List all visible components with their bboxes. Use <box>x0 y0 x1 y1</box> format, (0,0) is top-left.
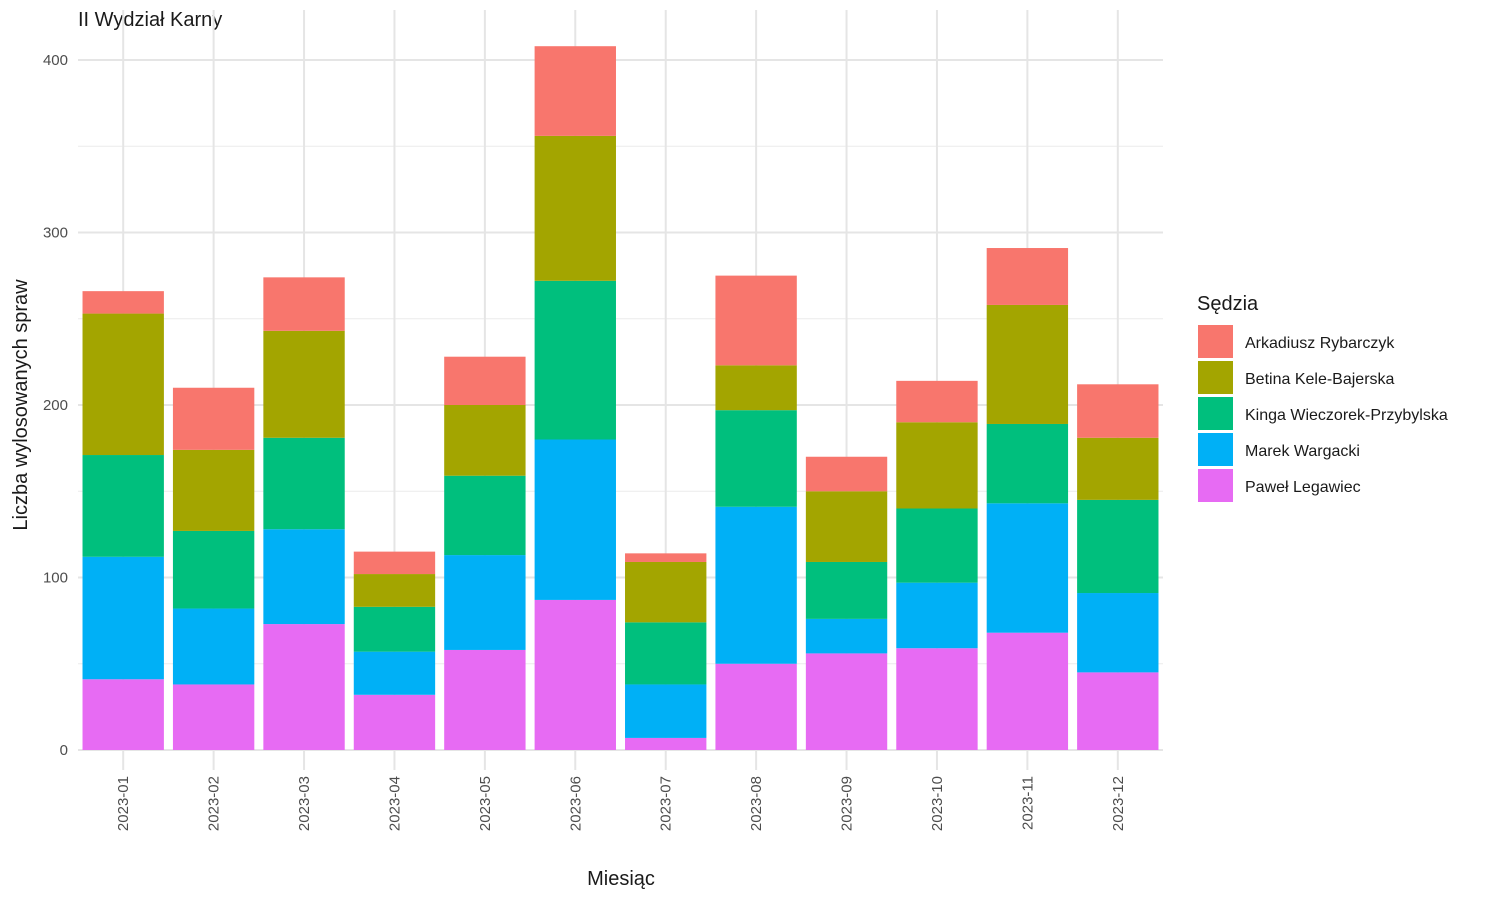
legend-label: Marek Wargacki <box>1245 443 1360 460</box>
bar-segment <box>172 608 255 685</box>
bar-segment <box>353 606 436 652</box>
bar-segment <box>1077 593 1159 673</box>
x-tick-label: 2023-04 <box>386 776 403 831</box>
bar-segment <box>82 291 164 314</box>
bar-segment <box>534 599 616 750</box>
bar-segment <box>263 277 345 331</box>
bar-segment <box>263 529 345 625</box>
x-axis-title: Miesiąc <box>587 868 655 890</box>
x-tick-label: 2023-08 <box>748 776 765 831</box>
y-tick-label: 400 <box>43 52 68 69</box>
bar-segment <box>263 624 345 750</box>
legend-swatch <box>1198 361 1233 394</box>
bar-segment <box>986 248 1069 305</box>
bar-segment <box>82 679 164 750</box>
bar-segment <box>172 449 255 531</box>
bar-segment <box>534 135 616 281</box>
bar-segment <box>82 455 164 557</box>
x-tick-label: 2023-12 <box>1110 776 1127 831</box>
legend-swatch <box>1198 397 1233 430</box>
bar-segment <box>896 380 978 423</box>
bar-segment <box>715 506 797 664</box>
bar-segment <box>444 356 526 405</box>
y-tick-label: 0 <box>60 742 68 759</box>
bar-segment <box>805 491 888 562</box>
x-tick-label: 2023-05 <box>477 776 494 831</box>
bar-segment <box>625 684 707 738</box>
y-tick-label: 300 <box>43 225 68 242</box>
bar-segment <box>172 530 255 609</box>
bar-segment <box>353 651 436 695</box>
bar-segment <box>263 330 345 438</box>
y-tick-label: 200 <box>43 397 68 414</box>
bar-segment <box>1077 437 1159 500</box>
chart-title: II Wydział Karny <box>78 9 222 31</box>
bar-segment <box>82 313 164 456</box>
bar-segment <box>444 555 526 650</box>
bar-segment <box>172 387 255 450</box>
bar-segment <box>805 456 888 492</box>
bar-segment <box>263 437 345 530</box>
bar-segment <box>82 556 164 680</box>
x-tick-label: 2023-10 <box>929 776 946 831</box>
legend-swatch <box>1198 433 1233 466</box>
bar-segment <box>986 503 1069 633</box>
bar-segment <box>625 737 707 750</box>
bar-segment <box>715 365 797 411</box>
bar-segment <box>444 405 526 476</box>
x-axis-ticks: 2023-01 2023-02 2023-03 2023-04 2023-05 2023-… <box>115 776 1127 831</box>
bar-segment <box>1077 672 1159 750</box>
bar-segment <box>534 280 616 440</box>
bar-segment <box>896 582 978 649</box>
legend-label: Paweł Legawiec <box>1245 479 1361 496</box>
bars <box>82 46 1159 750</box>
bar-segment <box>986 632 1069 750</box>
legend-label: Kinga Wieczorek-Przybylska <box>1245 407 1448 424</box>
bar-segment <box>353 551 436 575</box>
bar-segment <box>625 561 707 623</box>
bar-segment <box>805 561 888 619</box>
bar-segment <box>1077 384 1159 438</box>
legend: Sędzia Arkadiusz Rybarczyk Betina Kele-Ba… <box>1197 293 1448 502</box>
x-tick-label: 2023-06 <box>567 776 584 831</box>
bar-segment <box>715 663 797 750</box>
bar-segment <box>896 508 978 583</box>
x-tick-label: 2023-01 <box>115 776 132 831</box>
bar-segment <box>534 46 616 136</box>
y-axis-title: Liczba wylosowanych spraw <box>10 279 32 531</box>
bar-segment <box>805 618 888 654</box>
bar-segment <box>715 275 797 366</box>
x-tick-label: 2023-07 <box>658 776 675 831</box>
bar-segment <box>353 694 436 750</box>
bar-segment <box>986 304 1069 424</box>
bar-segment <box>625 553 707 562</box>
bar-segment <box>715 410 797 507</box>
bar-segment <box>896 422 978 509</box>
bar-segment <box>805 653 888 750</box>
x-tick-label: 2023-03 <box>296 776 313 831</box>
x-tick-label: 2023-11 <box>1019 776 1036 830</box>
bar-segment <box>444 475 526 556</box>
bar-segment <box>986 423 1069 504</box>
legend-title: Sędzia <box>1197 293 1259 315</box>
x-tick-label: 2023-02 <box>206 776 223 831</box>
bar-segment <box>534 439 616 600</box>
legend-swatch <box>1198 469 1233 502</box>
bar-segment <box>172 684 255 750</box>
bar-segment <box>444 649 526 750</box>
bar-segment <box>625 622 707 685</box>
bar-segment <box>353 574 436 607</box>
legend-label: Betina Kele-Bajerska <box>1245 371 1395 388</box>
y-tick-label: 100 <box>43 570 68 587</box>
legend-swatch <box>1198 325 1233 358</box>
bar-segment <box>896 648 978 750</box>
x-tick-label: 2023-09 <box>839 776 856 831</box>
legend-label: Arkadiusz Rybarczyk <box>1245 335 1395 352</box>
bar-segment <box>1077 499 1159 594</box>
y-axis-ticks: 0 100 200 300 400 <box>43 52 68 759</box>
